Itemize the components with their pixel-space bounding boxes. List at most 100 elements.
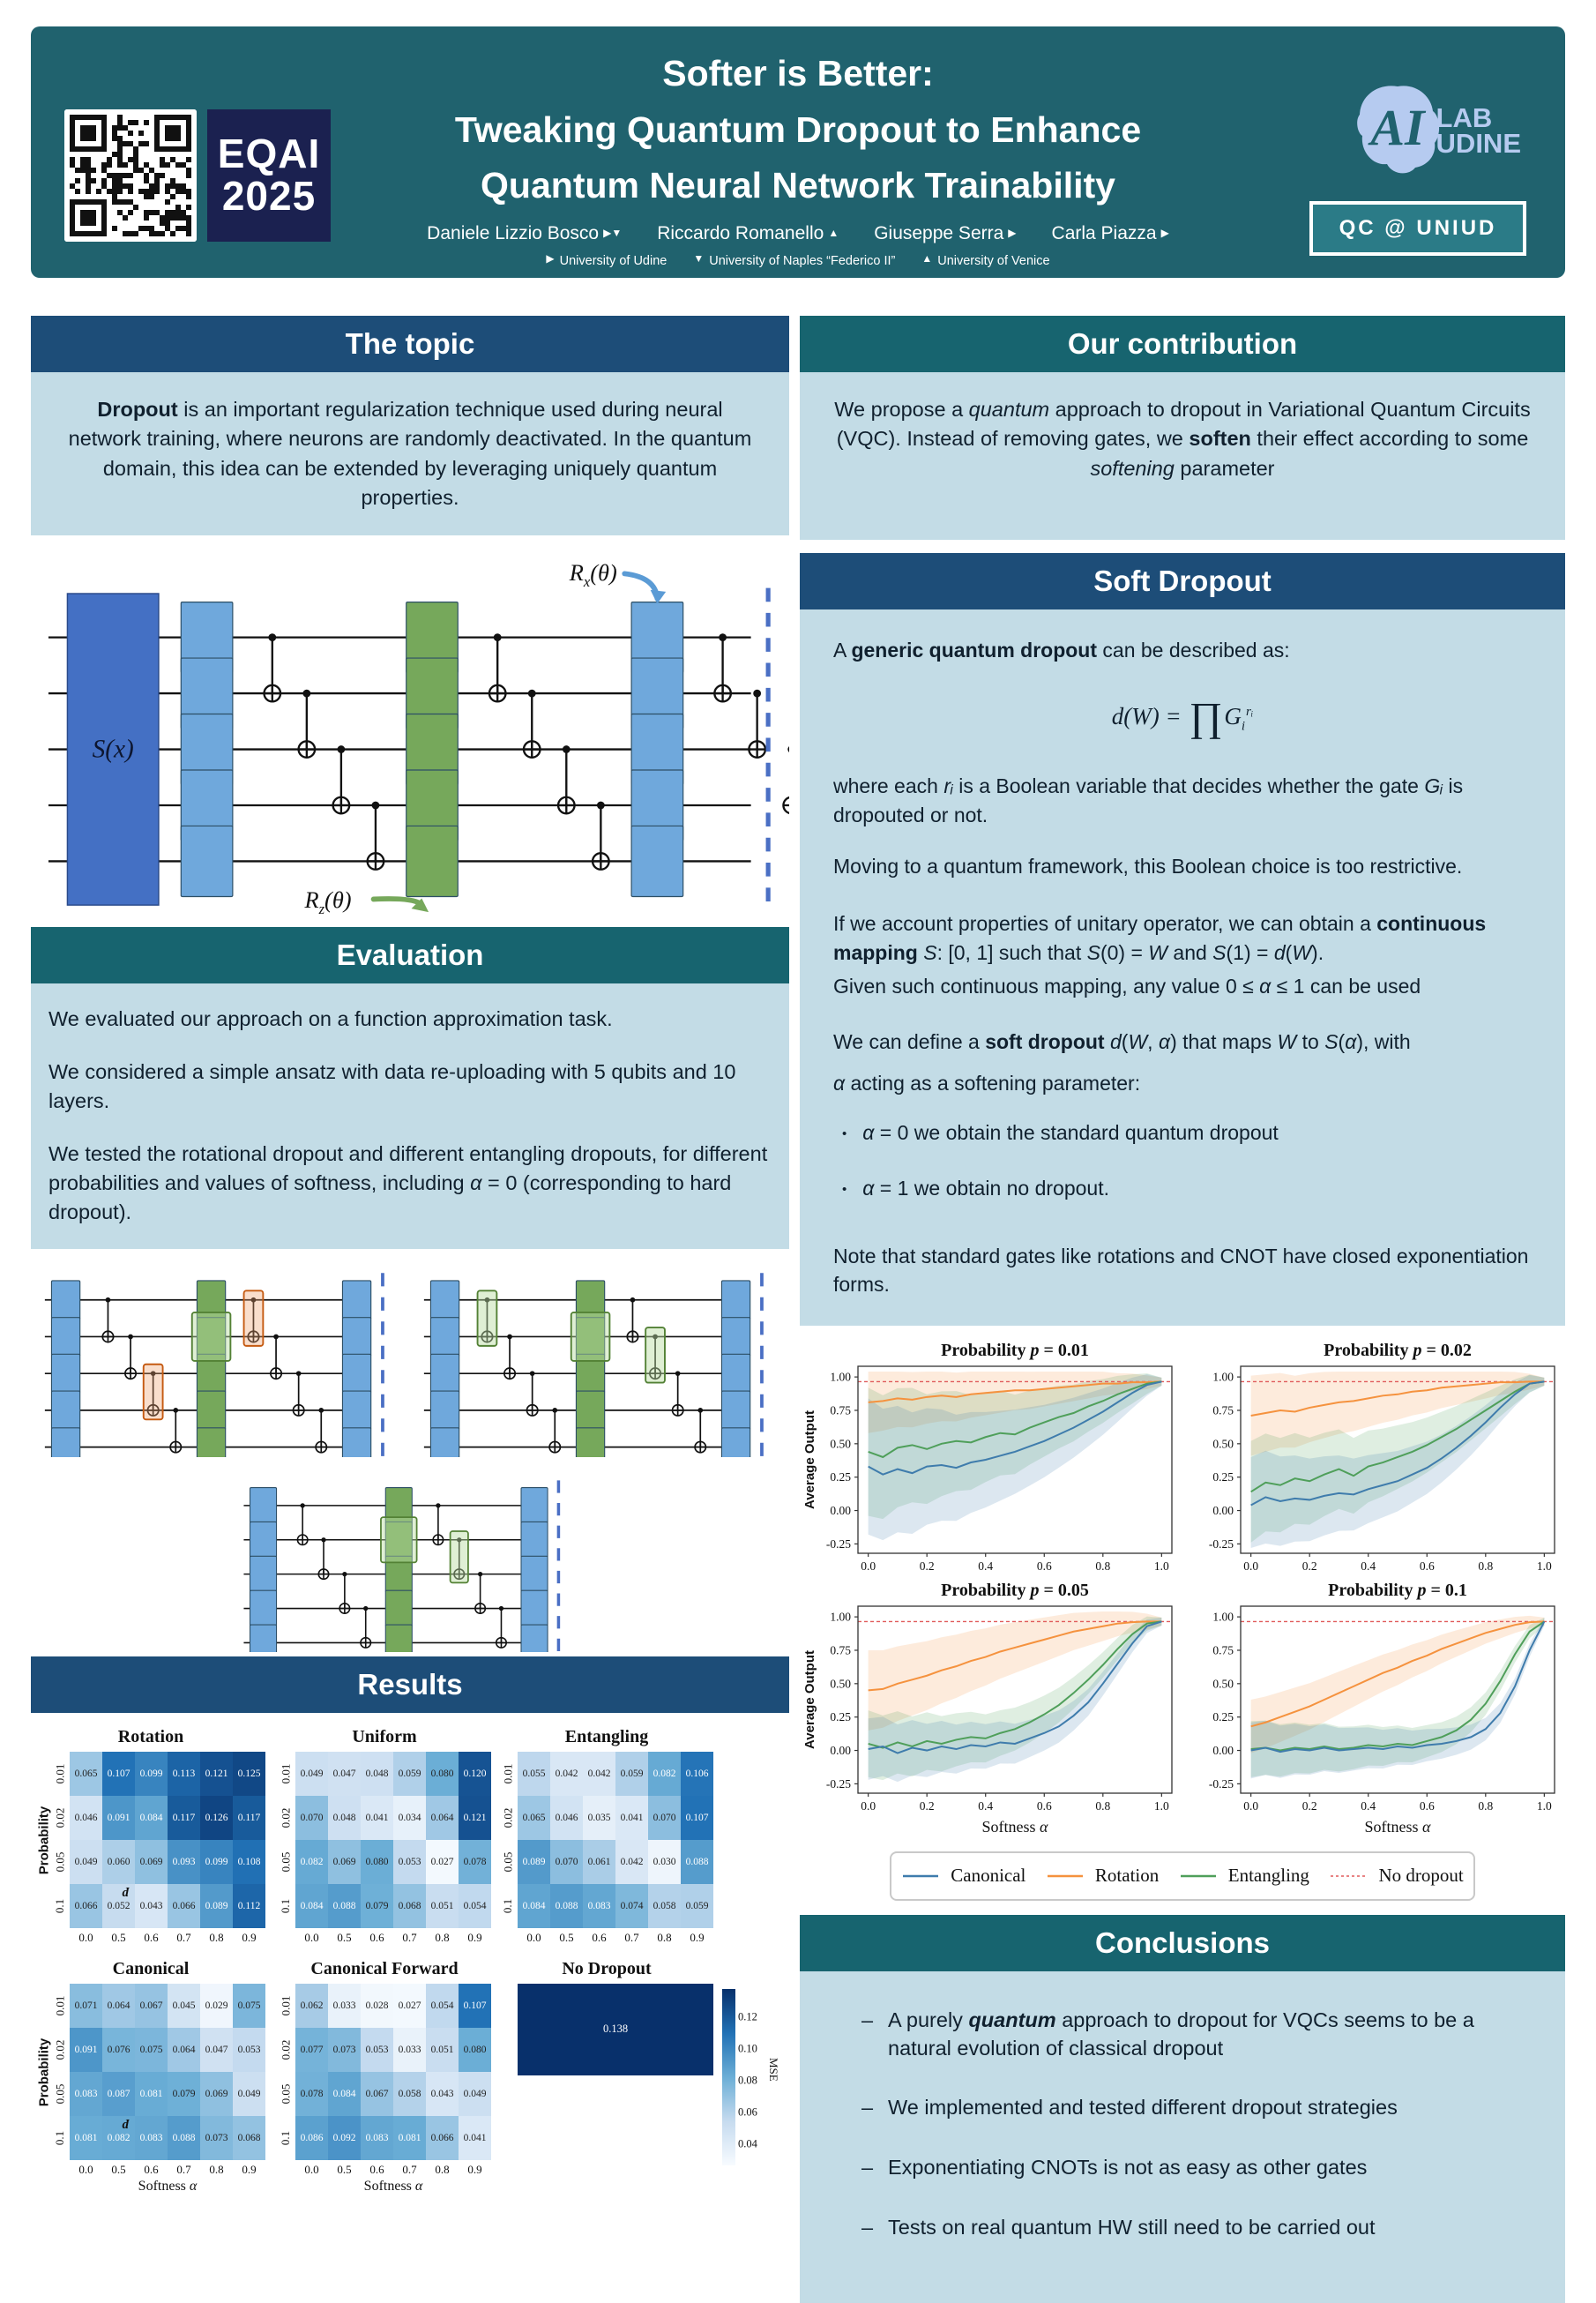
text-segment: ).	[1311, 940, 1324, 964]
colorbar-tick: 0.08	[738, 2074, 757, 2087]
colorbar-tick: 0.04	[738, 2137, 757, 2150]
heatmap-cell: 0.108	[233, 1839, 265, 1884]
dropout-example-circuits	[31, 1249, 789, 1656]
author-name: Daniele Lizzio Bosco ▶▼	[427, 222, 623, 243]
text-segment: their effect according to some	[1250, 427, 1529, 451]
plot-title: Probability p = 0.1	[1328, 1581, 1467, 1600]
svg-text:0.8: 0.8	[1478, 1559, 1493, 1573]
results-heatmaps: Rotation Probability p 0.01 0.02 0.05 0.1 0.06…	[31, 1727, 789, 2195]
heatmap-cell: 0.083	[583, 1883, 615, 1928]
text-segment: parameter	[1174, 456, 1275, 480]
svg-text:0.8: 0.8	[1095, 1799, 1110, 1813]
author-affiliation-marks: ▶▼	[603, 226, 623, 239]
heatmap-cell: 0.030	[648, 1839, 681, 1884]
heatmap-cell: 0.053	[361, 2027, 393, 2072]
heatmap-cell: 0.083	[361, 2115, 393, 2160]
heatmap-cell: 0.069	[135, 1839, 168, 1884]
text-segment: soft dropout	[985, 1029, 1105, 1053]
svg-text:0.0: 0.0	[1243, 1559, 1258, 1573]
heatmap-cell: 0.126	[200, 1795, 233, 1840]
heatmap-cell: 0.113	[168, 1751, 200, 1796]
heatmap-cell: 0.059	[615, 1751, 648, 1796]
heatmap-cell: 0.093	[168, 1839, 200, 1884]
heatmap-cell: 0.048	[361, 1751, 393, 1796]
text-segment: Dropout	[97, 398, 178, 421]
svg-text:0.25: 0.25	[830, 1710, 851, 1724]
softness-line-plots: 0.0 0.2 0.4 0.6 0.8 1.0 1.00 0.75 0.50 0.25 0.00 -0…	[800, 1338, 1565, 1901]
heatmap-cell: 0.086	[295, 2115, 328, 2160]
heatmap-xticks: 0.0 0.5 0.6 0.7 0.8 0.9	[78, 2162, 257, 2176]
text-segment: rᵢ	[943, 774, 953, 797]
dropout-equation: d(W) = ∏Girᵢ	[1111, 693, 1254, 739]
text-segment: Note that standard gates like rotations …	[833, 1244, 1529, 1297]
heatmap-ylabel: Probability p	[36, 2038, 129, 2133]
heatmap-yticks: 0.01 0.02 0.05 0.1	[53, 1995, 66, 2145]
conclusions-panel: Conclusions A purely quantum approach to…	[800, 1914, 1565, 2303]
heatmap-cell: 0.047	[328, 1751, 361, 1796]
heatmap-cell: 0.107	[102, 1751, 135, 1796]
heatmap-grid: 0.049 0.047 0.048 0.059 0.080 0.120 0.070 0.048…	[295, 1751, 491, 1928]
contribution-panel: Our contribution We propose a quantum ap…	[800, 316, 1565, 540]
heatmap-cell: 0.088	[168, 2115, 200, 2160]
text-segment: We tested the rotational dropout and dif…	[48, 1141, 768, 1194]
poster-title-line1: Softer is Better:	[662, 53, 934, 93]
conclusion-item: Exponentiating CNOTs is not as easy as o…	[861, 2154, 1526, 2182]
line-plot: 0.0 0.2 0.4 0.6 0.8 1.0 1.00 0.75 0.50 0.25 0.00 -0…	[1209, 1341, 1555, 1573]
svg-text:1.00: 1.00	[830, 1370, 851, 1383]
conclusion-item: Tests on real quantum HW still need to b…	[861, 2214, 1526, 2242]
legend-label: Entangling	[1227, 1865, 1309, 1887]
heatmap-panel: Canonical Forward 0.01 0.02 0.05 0.1 0.062 0.0…	[276, 1959, 493, 2195]
qr-code	[64, 109, 197, 242]
svg-text:0.50: 0.50	[1212, 1437, 1234, 1450]
heatmap-cell: 0.081	[135, 2071, 168, 2116]
heatmap-cell: 0.081	[393, 2115, 426, 2160]
text-segment: α	[862, 1121, 875, 1145]
heatmap-cell: 0.125	[233, 1751, 265, 1796]
softening-bullet: α = 1 we obtain no dropout.	[842, 1174, 1532, 1203]
legend-entry: Canonical	[901, 1865, 1025, 1887]
svg-text:0.0: 0.0	[861, 1799, 876, 1813]
heatmap-yticks: 0.01 0.02 0.05 0.1	[501, 1763, 514, 1913]
heatmap-cell: 0.068	[233, 2115, 265, 2160]
heatmap-title: Uniform	[352, 1726, 417, 1746]
legend-entry: Rotation	[1046, 1865, 1159, 1887]
svg-text:0.0: 0.0	[1243, 1799, 1258, 1813]
line-plot: 0.0 0.2 0.4 0.6 0.8 1.0 1.00 0.75 0.50 0.25 0.00 -0…	[1209, 1581, 1555, 1836]
heatmap-cell: 0.033	[393, 2027, 426, 2072]
svg-text:0.6: 0.6	[1420, 1559, 1435, 1573]
topic-panel: The topic Dropout is an important regula…	[31, 316, 789, 536]
heatmap-cell: 0.067	[135, 1983, 168, 2028]
text-segment: is an important regularization technique…	[68, 398, 752, 510]
heatmap-cell: 0.073	[328, 2027, 361, 2072]
hard-dropout-circuit-diagram	[44, 1272, 384, 1457]
heatmap-cell: 0.107	[459, 1983, 491, 2028]
heatmap-cell: 0.079	[168, 2071, 200, 2116]
heatmap-cell: 0.049	[70, 1839, 102, 1884]
heatmap-cell: 0.055	[518, 1751, 550, 1796]
heatmap-cell: 0.088	[681, 1839, 713, 1884]
plot-ylabel: Average Output	[802, 1650, 817, 1749]
topic-body: Dropout is an important regularization t…	[31, 372, 789, 536]
soft-note: Note that standard gates like rotations …	[833, 1242, 1532, 1299]
svg-text:0.50: 0.50	[830, 1677, 851, 1690]
svg-text:0.2: 0.2	[1302, 1799, 1317, 1813]
svg-text:0.4: 0.4	[1361, 1559, 1376, 1573]
heatmap-cell: 0.071	[70, 1983, 102, 2028]
text-segment: : [0, 1] such that	[936, 940, 1087, 964]
text-segment: approach to dropout in Variational Quant…	[836, 398, 1531, 451]
colorbar-tick: 0.10	[738, 2042, 757, 2055]
plot-legend: Canonical Rotation Entangling No dropout	[890, 1851, 1475, 1901]
conclusion-item: We implemented and tested different drop…	[861, 2094, 1526, 2122]
soft-paragraph: We can define a soft dropout d(W, α) tha…	[833, 1028, 1532, 1057]
heatmap-cell: 0.066	[426, 2115, 459, 2160]
svg-text:0.75: 0.75	[830, 1403, 851, 1417]
right-column: Our contribution We propose a quantum ap…	[800, 316, 1565, 2303]
svg-text:0.6: 0.6	[1037, 1559, 1052, 1573]
heatmap-cell: 0.091	[102, 1795, 135, 1840]
heatmap-cell: 0.041	[361, 1795, 393, 1840]
heatmap-cell: 0.054	[426, 1983, 459, 2028]
text-segment: We can define a	[833, 1029, 986, 1053]
text-segment: where each	[833, 774, 944, 797]
svg-text:1.00: 1.00	[1212, 1610, 1234, 1623]
colorbar-tick: 0.06	[738, 2105, 757, 2119]
